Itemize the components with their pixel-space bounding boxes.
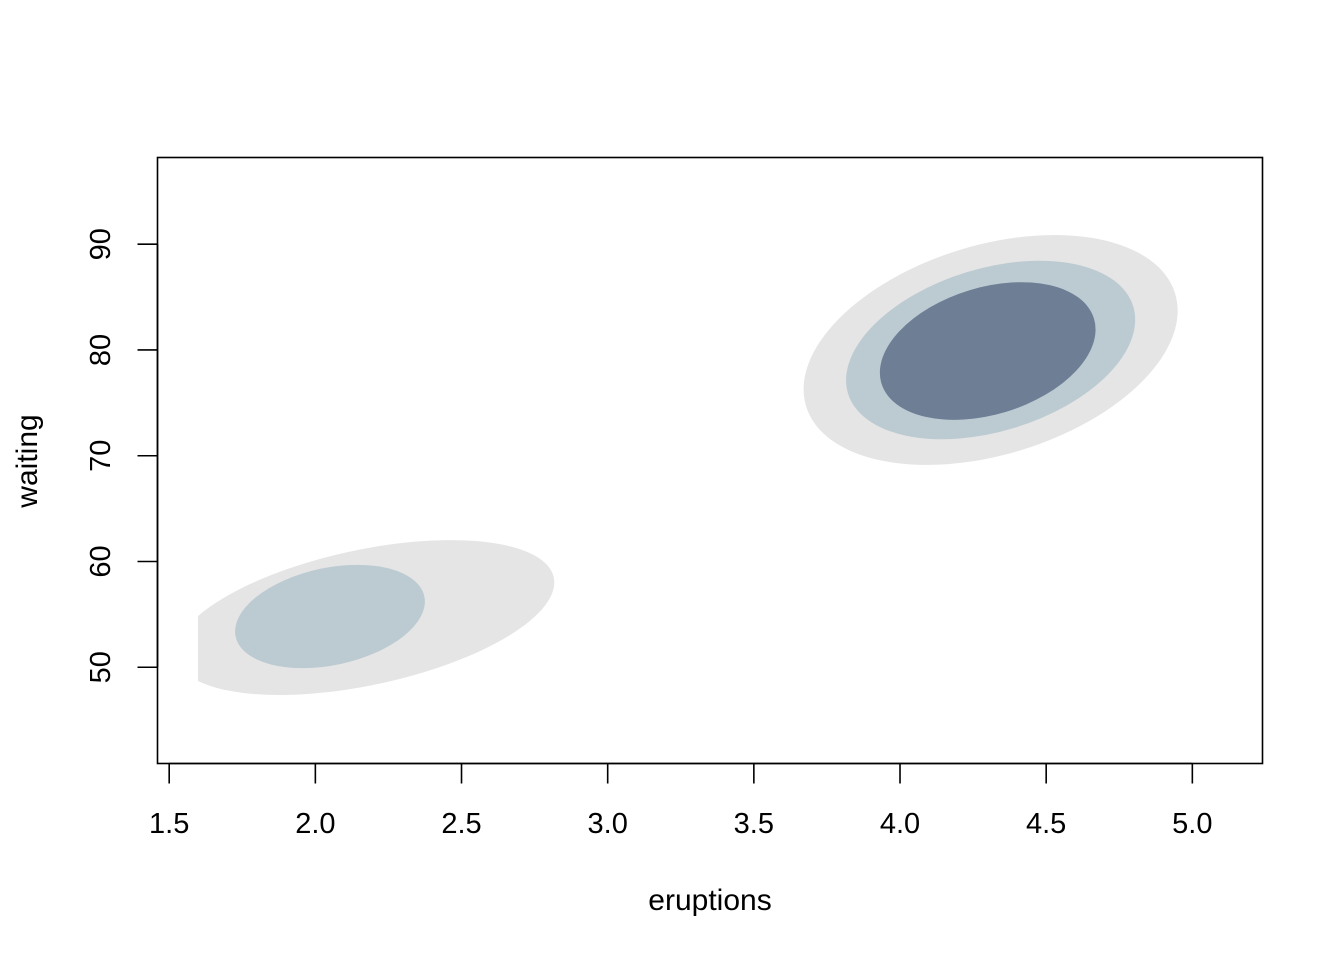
x-tick-label: 5.0 bbox=[1172, 808, 1212, 840]
density-region-level-2 bbox=[235, 564, 425, 669]
y-tick-label: 60 bbox=[85, 545, 117, 577]
y-tick-label: 70 bbox=[85, 440, 117, 472]
x-axis: 1.5 2.0 2.5 3.0 3.5 4.0 4.5 5.0 bbox=[149, 762, 1213, 840]
x-tick-label: 4.5 bbox=[1026, 808, 1066, 840]
y-tick-label: 50 bbox=[85, 651, 117, 683]
y-axis-title: waiting bbox=[11, 414, 44, 508]
x-tick-label: 2.0 bbox=[295, 808, 335, 840]
x-tick-label: 3.5 bbox=[734, 808, 774, 840]
y-tick-label: 90 bbox=[85, 228, 117, 260]
x-tick-label: 4.0 bbox=[880, 808, 920, 840]
y-tick-label: 80 bbox=[85, 334, 117, 366]
density-region-level-3 bbox=[879, 282, 1096, 420]
x-tick-label: 3.0 bbox=[588, 808, 628, 840]
x-tick-label: 1.5 bbox=[149, 808, 189, 840]
y-axis: 50 60 70 80 90 bbox=[85, 228, 159, 683]
x-tick-label: 2.5 bbox=[441, 808, 481, 840]
density-regions bbox=[198, 235, 1178, 695]
x-axis-title: eruptions bbox=[648, 884, 771, 917]
